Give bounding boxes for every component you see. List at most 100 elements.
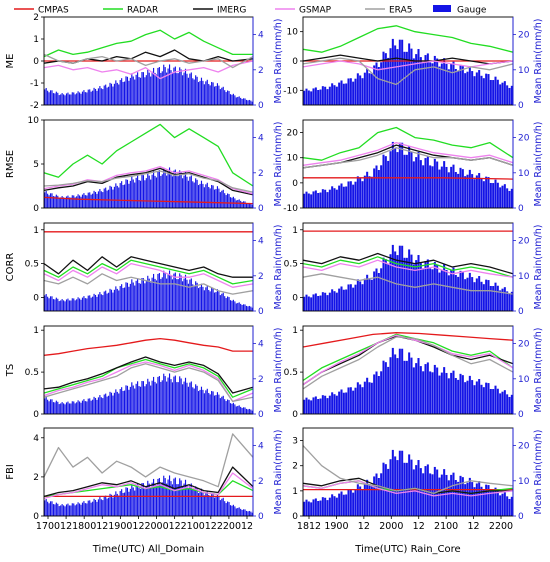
gauge-bar bbox=[168, 373, 171, 414]
gauge-bar bbox=[116, 82, 118, 105]
gauge-bar bbox=[377, 273, 380, 311]
gauge-bar bbox=[310, 194, 313, 208]
gauge-bar bbox=[142, 278, 144, 311]
x-tick-label: 1800 bbox=[72, 521, 96, 532]
gauge-bar bbox=[485, 484, 488, 516]
gauge-bar bbox=[113, 186, 115, 208]
gauge-bar bbox=[331, 392, 334, 414]
gauge-bar bbox=[132, 385, 134, 414]
y-tick-label: 10 bbox=[287, 154, 299, 164]
gauge-bar bbox=[221, 293, 223, 311]
gauge-bar bbox=[389, 151, 392, 208]
gauge-bar bbox=[129, 77, 131, 105]
gauge-bar bbox=[431, 63, 434, 105]
series-line-gsmap bbox=[44, 361, 253, 403]
gauge-bar bbox=[78, 92, 81, 105]
gauge-bar bbox=[356, 484, 359, 516]
gauge-bar bbox=[60, 505, 62, 516]
panel-rmse-col0: 0 5 10 0 2 4 RMSE Mean Rain(mm/h) bbox=[5, 116, 284, 214]
gauge-bar bbox=[382, 257, 385, 311]
gauge-bar bbox=[211, 184, 213, 208]
gauge-bar bbox=[424, 158, 427, 208]
gauge-bar bbox=[123, 81, 126, 105]
y2-tick-label: 0 bbox=[258, 204, 264, 214]
gauge-bar bbox=[179, 376, 181, 414]
gauge-bar bbox=[384, 53, 387, 105]
gauge-bar bbox=[160, 381, 162, 414]
gauge-bar bbox=[139, 77, 142, 105]
gauge-bar bbox=[475, 483, 478, 516]
y2-tick-label: 0 bbox=[258, 410, 264, 420]
gauge-bar bbox=[218, 496, 220, 516]
gauge-bar bbox=[205, 287, 207, 311]
gauge-bar bbox=[81, 194, 84, 208]
gauge-bar bbox=[412, 367, 415, 414]
gauge-bar bbox=[137, 381, 139, 414]
gauge-bar bbox=[352, 184, 355, 208]
gauge-bar bbox=[102, 500, 104, 516]
gauge-bar bbox=[250, 100, 252, 105]
gauge-bar bbox=[153, 170, 155, 208]
gauge-bar bbox=[112, 395, 114, 414]
gauge-bar bbox=[76, 402, 78, 414]
gauge-bar bbox=[151, 380, 153, 414]
gauge-bar bbox=[380, 165, 383, 208]
gauge-bar bbox=[90, 400, 92, 414]
gauge-bar bbox=[205, 492, 207, 516]
gauge-bar bbox=[352, 287, 355, 311]
gauge-bar bbox=[100, 88, 102, 105]
series-line-imerg bbox=[303, 252, 513, 275]
gauge-bar bbox=[80, 299, 82, 311]
gauge-bar bbox=[215, 395, 217, 414]
gauge-bar bbox=[164, 273, 166, 311]
x-tick-label: 2100 bbox=[434, 521, 458, 532]
series-line-era5 bbox=[303, 57, 513, 86]
gauge-bar bbox=[54, 93, 56, 105]
y2-tick-label: 10 bbox=[518, 477, 530, 487]
gauge-bar bbox=[443, 264, 446, 311]
gauge-bar bbox=[166, 278, 168, 311]
gauge-bar bbox=[73, 92, 75, 105]
gauge-bar bbox=[126, 179, 129, 208]
gauge-bar bbox=[454, 275, 457, 311]
gauge-bar bbox=[221, 190, 223, 208]
gauge-bar bbox=[241, 509, 243, 516]
gauge-bar bbox=[202, 80, 204, 105]
gauge-bar bbox=[77, 502, 79, 516]
gauge-bar bbox=[429, 165, 432, 208]
gauge-bar bbox=[478, 70, 481, 105]
gauge-bar bbox=[209, 85, 211, 105]
gauge-bar bbox=[54, 504, 56, 516]
gauge-bar bbox=[67, 195, 69, 208]
gauge-bar bbox=[510, 394, 513, 414]
gauge-bar bbox=[183, 483, 185, 516]
gauge-bar bbox=[248, 510, 250, 516]
gauge-bar bbox=[195, 384, 197, 414]
gauge-bar bbox=[170, 379, 172, 414]
gauge-bar bbox=[312, 191, 315, 208]
gauge-bar bbox=[193, 388, 195, 414]
gauge-bar bbox=[171, 279, 174, 311]
gauge-bar bbox=[93, 498, 95, 516]
gauge-bar bbox=[368, 73, 371, 105]
gauge-bar bbox=[326, 192, 329, 208]
gauge-bar bbox=[247, 409, 249, 414]
gauge-bar bbox=[391, 449, 394, 516]
gauge-bar bbox=[321, 292, 324, 311]
gauge-bar bbox=[417, 460, 420, 516]
gauge-bar bbox=[81, 400, 84, 414]
gauge-bar bbox=[492, 80, 495, 105]
y2-tick-label: 2 bbox=[258, 477, 264, 487]
gauge-bar bbox=[142, 483, 144, 516]
gauge-bar bbox=[328, 292, 331, 311]
gauge-bar bbox=[227, 399, 229, 414]
gauge-bar bbox=[68, 197, 70, 208]
gauge-bar bbox=[494, 385, 497, 414]
gauge-bar bbox=[100, 499, 102, 516]
gauge-bar bbox=[137, 175, 139, 208]
gauge-bar bbox=[80, 93, 82, 105]
y2-tick-label: 4 bbox=[258, 31, 264, 41]
gauge-bar bbox=[163, 373, 165, 414]
y2-axis-label: Mean Rain(mm/h) bbox=[273, 225, 284, 310]
